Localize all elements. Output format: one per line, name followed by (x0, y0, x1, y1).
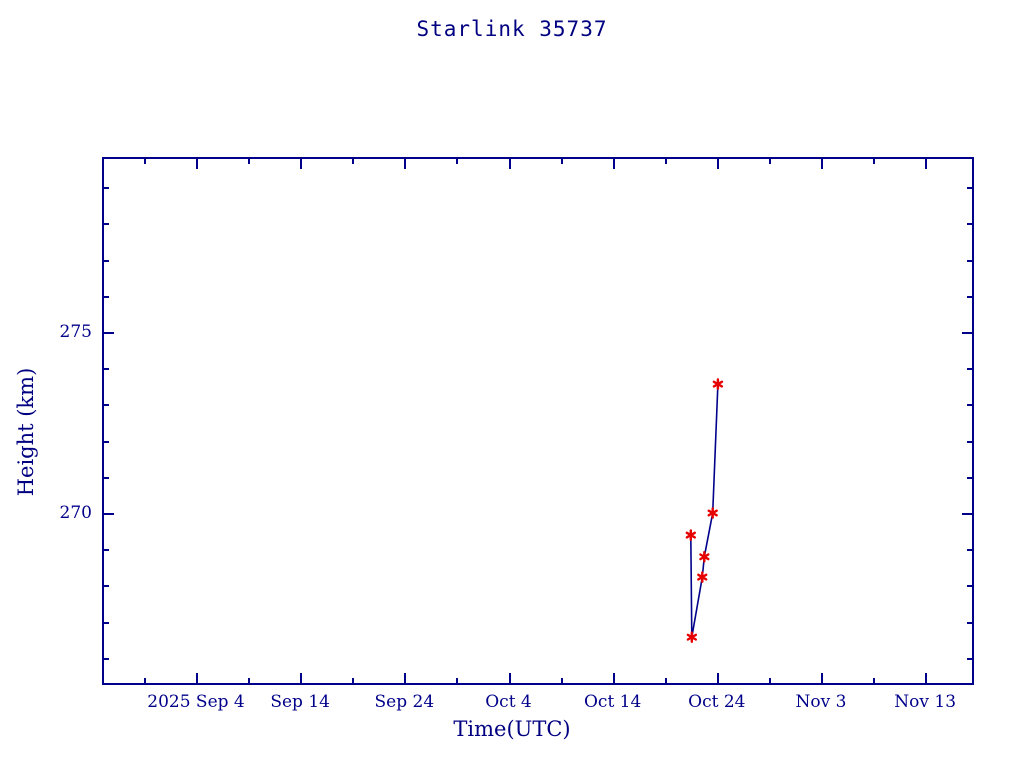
x-axis-tick (404, 673, 406, 685)
x-axis-tick (613, 673, 615, 685)
plot-frame (102, 157, 974, 685)
y-axis-tick (967, 585, 974, 587)
x-axis-tick (352, 678, 354, 685)
x-axis-tick (821, 673, 823, 685)
y-axis-tick (102, 404, 109, 406)
x-axis-tick (769, 157, 771, 164)
x-axis-tick (300, 157, 302, 169)
x-axis-tick (509, 157, 511, 169)
x-axis-tick (925, 673, 927, 685)
x-axis-tick-label: Sep 14 (270, 692, 330, 712)
x-axis-tick (144, 157, 146, 164)
x-axis-tick (456, 678, 458, 685)
y-axis-tick (967, 187, 974, 189)
y-axis-tick (962, 513, 974, 515)
x-axis-tick (665, 678, 667, 685)
x-axis-tick (821, 157, 823, 169)
x-axis-tick (561, 678, 563, 685)
y-axis-tick (967, 223, 974, 225)
x-axis-tick-label: 2025 Sep 4 (147, 692, 245, 712)
y-axis-tick (967, 404, 974, 406)
y-axis-tick (967, 477, 974, 479)
y-axis-tick (102, 296, 109, 298)
x-axis-tick (456, 157, 458, 164)
y-axis-tick (102, 477, 109, 479)
x-axis-tick (144, 678, 146, 685)
y-axis-tick (102, 332, 114, 334)
y-axis-tick (102, 223, 109, 225)
x-axis-tick-label: Oct 24 (688, 692, 746, 712)
x-axis-tick-label: Nov 3 (795, 692, 847, 712)
x-axis-tick (925, 157, 927, 169)
y-axis-tick (102, 622, 109, 624)
y-axis-tick (102, 585, 109, 587)
x-axis-tick (717, 157, 719, 169)
x-axis-tick (352, 157, 354, 164)
x-axis-title: Time(UTC) (453, 717, 571, 741)
x-axis-tick-label: Sep 24 (374, 692, 435, 712)
y-axis-tick (102, 513, 114, 515)
y-axis-tick (967, 549, 974, 551)
y-axis-tick (967, 260, 974, 262)
x-axis-tick-label: Oct 4 (485, 692, 532, 712)
x-axis-tick (873, 678, 875, 685)
y-axis-tick-label: 275 (59, 322, 92, 342)
y-axis-tick (967, 622, 974, 624)
y-axis-tick (102, 549, 109, 551)
x-axis-tick (404, 157, 406, 169)
x-axis-tick (665, 157, 667, 164)
x-axis-tick-label: Nov 13 (894, 692, 957, 712)
y-axis-tick (102, 368, 109, 370)
y-axis-tick (962, 332, 974, 334)
y-axis-tick (967, 368, 974, 370)
x-axis-tick (196, 673, 198, 685)
y-axis-tick (967, 441, 974, 443)
x-axis-tick (717, 673, 719, 685)
y-axis-tick (102, 658, 109, 660)
y-axis-tick-label: 270 (59, 503, 92, 523)
y-axis-tick (102, 441, 109, 443)
x-axis-tick (873, 157, 875, 164)
chart-title: Starlink 35737 (416, 17, 608, 41)
y-axis-title: Height (km) (14, 367, 38, 497)
x-axis-tick (561, 157, 563, 164)
x-axis-tick (248, 678, 250, 685)
y-axis-tick (967, 296, 974, 298)
x-axis-tick (248, 157, 250, 164)
y-axis-tick (967, 658, 974, 660)
x-axis-tick-label: Oct 14 (583, 692, 642, 712)
y-axis-tick (102, 187, 109, 189)
x-axis-tick (613, 157, 615, 169)
x-axis-tick (196, 157, 198, 169)
x-axis-tick (300, 673, 302, 685)
y-axis-tick (102, 260, 109, 262)
x-axis-tick (509, 673, 511, 685)
x-axis-tick (769, 678, 771, 685)
